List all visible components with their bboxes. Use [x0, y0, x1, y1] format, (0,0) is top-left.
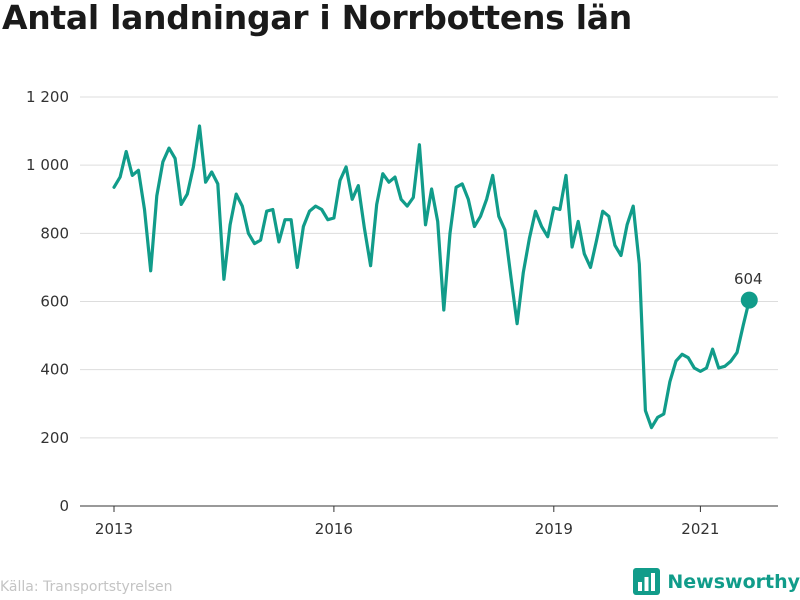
chart-title: Antal landningar i Norrbottens län	[2, 0, 632, 37]
x-axis: 2013 2016 2019 2021	[80, 505, 778, 538]
y-axis: 0 200 400 600 800 1 000 1 200	[26, 88, 69, 515]
series-line	[112, 124, 751, 430]
annotation-group: 604	[734, 270, 763, 309]
y-tick-label: 1 200	[26, 88, 69, 106]
last-value-label: 604	[734, 270, 763, 288]
bar-chart-logo-icon	[633, 568, 661, 595]
y-tick-label: 1 000	[26, 156, 69, 174]
y-tick-label: 600	[40, 293, 69, 311]
series-group	[112, 124, 751, 430]
y-tick-label: 200	[40, 429, 69, 447]
last-value-point	[740, 291, 758, 309]
x-tick-label: 2016	[315, 520, 353, 538]
source-label: Källa: Transportstyrelsen	[0, 579, 173, 595]
x-tick-label: 2013	[95, 520, 133, 538]
brand-logo[interactable]: Newsworthy	[633, 568, 800, 595]
x-tick-label: 2019	[535, 520, 573, 538]
y-tick-label: 0	[59, 497, 69, 515]
y-tick-label: 400	[40, 361, 69, 379]
x-tick-label: 2021	[681, 520, 719, 538]
brand-name: Newsworthy	[667, 570, 800, 593]
y-tick-label: 800	[40, 224, 69, 242]
gridlines	[80, 96, 778, 439]
